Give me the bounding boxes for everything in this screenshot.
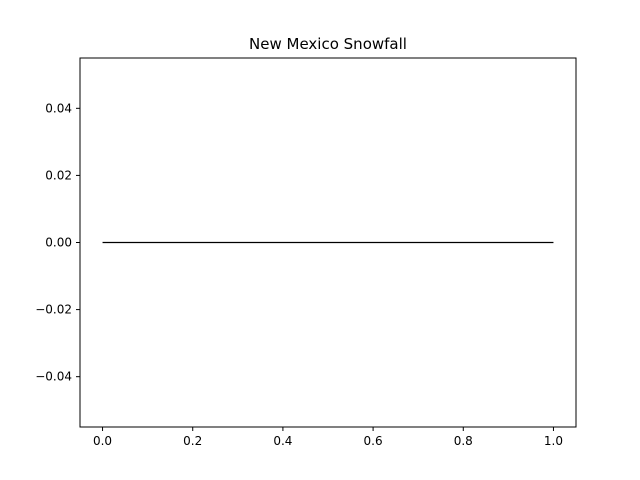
x-tick-label: 1.0: [544, 434, 563, 448]
plot-frame: [79, 57, 577, 428]
x-axis-ticks: 0.0 0.2 0.4 0.6 0.8 1.0: [93, 427, 563, 448]
chart-title: New Mexico Snowfall: [249, 35, 407, 53]
x-tick-label: 0.0: [93, 434, 112, 448]
y-tick-label: −0.04: [35, 370, 72, 384]
y-axis-ticks: 0.04 0.02 0.00 −0.02 −0.04: [35, 101, 80, 384]
x-tick-label: 0.6: [364, 434, 383, 448]
y-tick-label: 0.02: [45, 168, 72, 182]
x-tick-label: 0.2: [183, 434, 202, 448]
x-tick-label: 0.4: [273, 434, 292, 448]
y-tick-label: 0.04: [45, 101, 72, 115]
x-tick-label: 0.8: [454, 434, 473, 448]
y-tick-label: −0.02: [35, 303, 72, 317]
y-tick-label: 0.00: [45, 236, 72, 250]
